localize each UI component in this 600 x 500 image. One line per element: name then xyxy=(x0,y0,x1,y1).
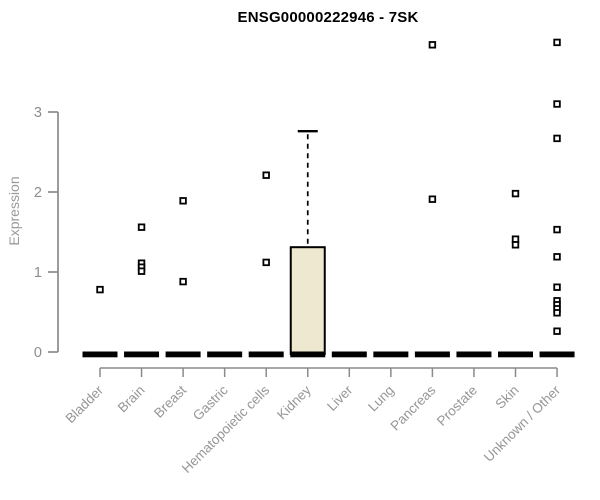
box xyxy=(289,246,326,355)
category-label: Gastric xyxy=(190,382,231,423)
median-bar xyxy=(498,351,533,358)
y-tick-label: 3 xyxy=(34,105,42,121)
median-bar xyxy=(248,351,284,358)
outlier-point xyxy=(428,195,437,203)
outlier-point xyxy=(428,41,437,49)
median-bar xyxy=(165,351,201,358)
category-label: Brain xyxy=(115,383,148,416)
category-label: Breast xyxy=(151,382,189,420)
median-bar xyxy=(331,351,367,358)
outlier-point xyxy=(179,277,187,286)
median-bar xyxy=(373,351,409,358)
y-tick-label: 2 xyxy=(34,185,42,201)
outlier-point xyxy=(262,258,270,267)
category-label: Lung xyxy=(365,383,397,415)
outlier-point xyxy=(511,189,520,198)
outlier-point xyxy=(553,134,561,143)
median-bar xyxy=(290,351,326,358)
median-bar xyxy=(124,351,160,358)
outlier-point xyxy=(553,38,561,47)
median-bar xyxy=(456,351,492,358)
median-bar xyxy=(82,351,118,358)
category-label: Skin xyxy=(492,383,521,412)
chart-title: ENSG00000222946 - 7SK xyxy=(237,9,419,26)
outlier-point xyxy=(553,100,561,108)
outlier-point xyxy=(511,241,520,249)
outlier-point xyxy=(553,283,561,291)
category-label: Unknown / Other xyxy=(481,382,564,465)
outlier-point xyxy=(553,327,561,335)
category-label: Prostate xyxy=(434,383,480,429)
outlier-point xyxy=(553,253,561,261)
outlier-point xyxy=(96,285,104,294)
category-label: Bladder xyxy=(63,382,107,426)
category-label: Pancreas xyxy=(388,382,439,433)
median-bar xyxy=(539,351,575,358)
category-label: Liver xyxy=(324,382,356,414)
median-bar xyxy=(414,351,450,358)
outlier-point xyxy=(137,267,146,275)
median-bar xyxy=(207,351,243,358)
outlier-point xyxy=(262,171,270,179)
y-tick-label: 1 xyxy=(34,265,42,281)
outlier-point xyxy=(553,225,561,234)
outlier-point xyxy=(553,309,561,317)
outlier-point xyxy=(137,223,146,231)
y-tick-label: 0 xyxy=(34,345,42,361)
category-label: Kidney xyxy=(274,382,314,422)
outlier-point xyxy=(179,197,187,205)
